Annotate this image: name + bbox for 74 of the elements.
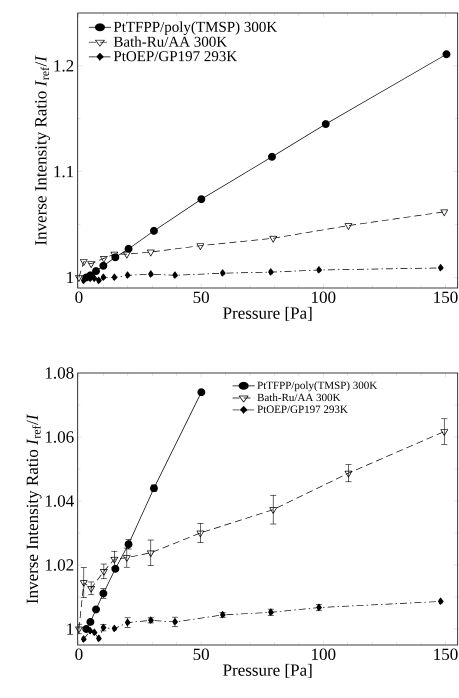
point bbox=[110, 556, 118, 564]
point bbox=[91, 628, 98, 636]
point bbox=[86, 618, 94, 626]
y-tick-label: 1.06 bbox=[46, 431, 74, 443]
y-tick-label: 1.02 bbox=[46, 559, 74, 571]
point bbox=[268, 268, 274, 276]
y-tick-label: 1.08 bbox=[46, 367, 74, 379]
x-tick-label: 0 bbox=[75, 292, 83, 304]
point bbox=[111, 273, 118, 282]
x-tick-label: 50 bbox=[194, 648, 209, 660]
point bbox=[75, 275, 83, 282]
point bbox=[80, 259, 88, 266]
point bbox=[196, 243, 204, 250]
point bbox=[75, 626, 83, 634]
point bbox=[344, 223, 352, 230]
legend-label: Bath-Ru/AA 300K bbox=[114, 36, 227, 47]
point bbox=[322, 120, 330, 128]
point bbox=[197, 388, 206, 396]
point bbox=[269, 507, 278, 514]
legend-label: PtOEP/GP197 293K bbox=[257, 406, 348, 413]
point bbox=[440, 429, 448, 436]
point bbox=[80, 580, 88, 587]
point bbox=[96, 276, 102, 285]
legend-label: PtOEP/GP197 293K bbox=[114, 51, 237, 62]
point bbox=[344, 470, 352, 478]
legend-label: Bath-Ru/AA 300K bbox=[257, 393, 340, 402]
point bbox=[269, 236, 278, 243]
point bbox=[80, 276, 87, 285]
point bbox=[196, 530, 204, 538]
point bbox=[111, 624, 118, 633]
point bbox=[100, 569, 108, 576]
x-tick-label: 100 bbox=[312, 648, 336, 660]
point bbox=[197, 195, 206, 204]
point bbox=[87, 626, 94, 635]
point bbox=[220, 269, 226, 278]
point bbox=[268, 152, 276, 161]
point bbox=[100, 273, 106, 282]
x-tick-label: 50 bbox=[194, 292, 209, 304]
point bbox=[123, 555, 131, 562]
x-tick-label: 100 bbox=[312, 292, 336, 304]
point bbox=[123, 252, 131, 258]
point bbox=[146, 250, 155, 256]
point bbox=[438, 598, 444, 606]
y-tick-label: 1.04 bbox=[46, 495, 74, 507]
x-tick-label: 150 bbox=[434, 292, 458, 304]
point bbox=[316, 266, 322, 274]
point bbox=[438, 264, 444, 272]
point bbox=[124, 244, 132, 253]
point bbox=[146, 550, 155, 558]
x-axis-title: Pressure [Pa] bbox=[223, 306, 312, 321]
legend-label: PtTFPP/poly(TMSP) 300K bbox=[257, 381, 378, 392]
point bbox=[442, 50, 450, 58]
x-tick-label: 0 bbox=[75, 648, 83, 660]
point bbox=[87, 261, 95, 268]
point bbox=[96, 634, 102, 643]
y-tick-label: 1.1 bbox=[54, 166, 74, 178]
point bbox=[92, 606, 100, 614]
point bbox=[87, 586, 95, 593]
legend-label: PtTFPP/poly(TMSP) 300K bbox=[114, 21, 278, 35]
point bbox=[124, 271, 131, 280]
y-tick-label: 1 bbox=[67, 623, 74, 635]
x-tick-label: 150 bbox=[434, 648, 458, 660]
point bbox=[172, 271, 178, 280]
x-axis-title: Pressure [Pa] bbox=[223, 664, 312, 678]
point bbox=[92, 267, 100, 276]
point bbox=[100, 256, 108, 263]
point bbox=[440, 209, 448, 216]
point bbox=[150, 226, 158, 235]
point bbox=[99, 262, 108, 270]
point bbox=[111, 564, 120, 573]
y-tick-label: 1 bbox=[67, 272, 74, 284]
point bbox=[80, 635, 87, 644]
point bbox=[148, 270, 154, 278]
y-tick-label: 1.2 bbox=[54, 60, 74, 72]
